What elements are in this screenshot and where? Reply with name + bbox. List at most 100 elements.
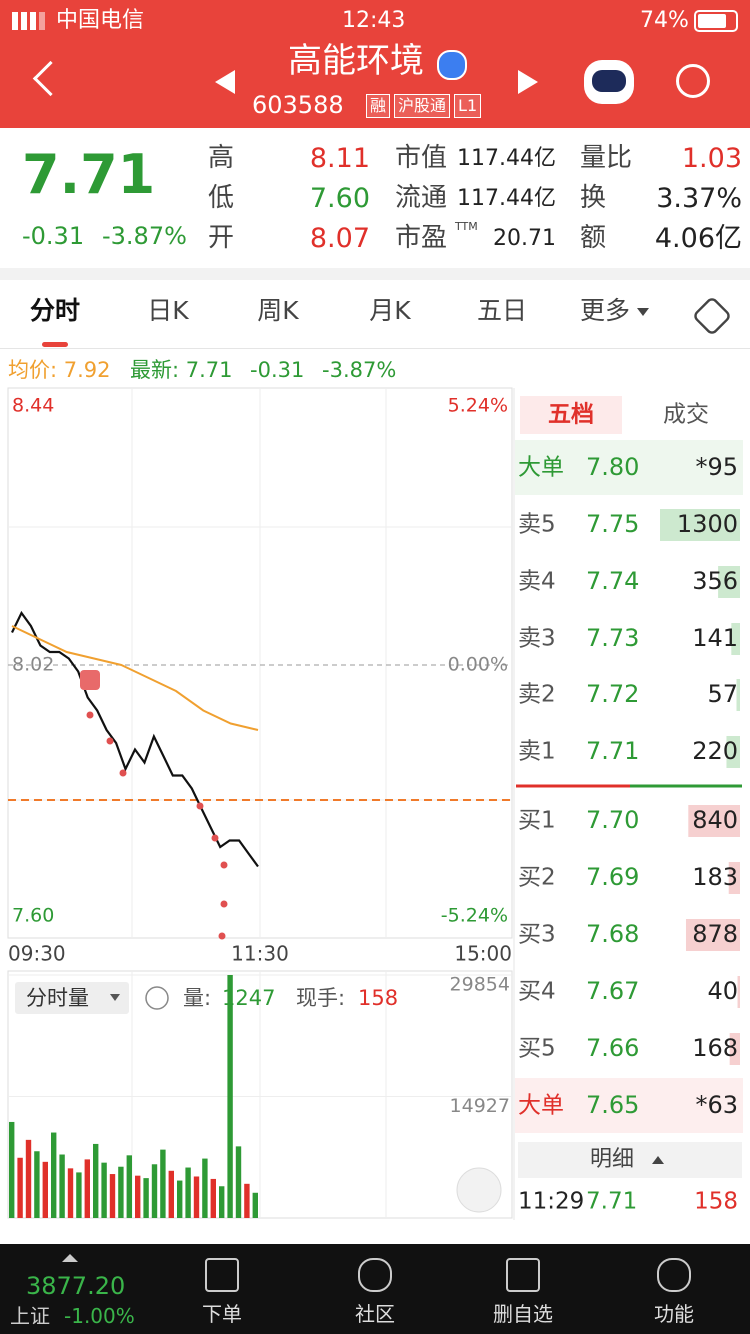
nav-icon[interactable] [506, 1258, 540, 1292]
tag: 融 [366, 94, 391, 118]
nav-icon[interactable] [657, 1258, 691, 1292]
book-volume: 1300 [677, 510, 738, 538]
volume-bar [143, 1178, 149, 1218]
volume-bar [126, 1155, 132, 1218]
volume-bar [210, 1178, 216, 1218]
signal [12, 12, 48, 30]
nav-icon[interactable] [358, 1258, 392, 1292]
detail-caret [652, 1156, 664, 1164]
volume-bar [244, 1183, 250, 1218]
stat-value: 117.44亿 [457, 146, 556, 171]
stat-label: 量比 [580, 143, 633, 173]
change: -0.31 [22, 222, 85, 250]
volume-bar [202, 1158, 208, 1218]
stat-label: 高 [208, 143, 235, 173]
volume-depth [688, 805, 740, 837]
book-tab: 五档 [548, 402, 594, 428]
book-price: 7.72 [586, 680, 639, 708]
robot-icon[interactable] [584, 60, 634, 104]
signal-dot [196, 802, 204, 810]
book-label: 买2 [518, 865, 556, 891]
book-label: 卖3 [518, 626, 556, 652]
stat-value: 3.37% [656, 183, 742, 214]
book-price: 7.70 [586, 806, 639, 834]
tab[interactable]: 日K [147, 296, 189, 325]
volume-bar [17, 1157, 23, 1218]
detail-header-bg [518, 1142, 742, 1178]
volume-title: 分时量 [26, 986, 89, 1010]
expand-button [456, 1167, 502, 1213]
nav-label[interactable]: 功能 [654, 1302, 694, 1326]
latest-change: -0.31 [250, 358, 305, 382]
volume-bar [252, 1192, 258, 1218]
series-line [11, 625, 259, 731]
book-label: 买4 [518, 979, 556, 1005]
detail-volume: 158 [694, 1189, 738, 1215]
volume-bar [168, 1170, 174, 1218]
book-volume: *63 [695, 1091, 738, 1119]
book-label: 大单 [518, 455, 564, 481]
stat-label: 低 [208, 183, 235, 213]
book-label: 买5 [518, 1036, 556, 1062]
volume-bar [101, 1162, 107, 1218]
stat-label: 开 [208, 223, 235, 253]
volume-bar [135, 1175, 141, 1218]
stat-value: 8.07 [309, 223, 370, 254]
volume-bar [9, 1121, 15, 1218]
volume-depth [726, 736, 740, 768]
nav-icon[interactable] [205, 1258, 239, 1292]
volume-bar [67, 1168, 74, 1218]
price: 7.71 [22, 143, 156, 206]
volume-depth [728, 862, 740, 894]
tab[interactable]: 月K [369, 296, 411, 325]
tab[interactable]: 周K [257, 296, 299, 325]
stat-label: 市盈 [395, 223, 448, 253]
index-value[interactable]: 3877.20 [26, 1272, 126, 1300]
tab[interactable]: 分时 [29, 296, 81, 325]
book-price: 7.67 [586, 977, 639, 1005]
book-price: 7.66 [586, 1034, 639, 1062]
tab[interactable]: 更多 [579, 296, 631, 325]
prev-stock[interactable] [215, 70, 235, 94]
nav-label[interactable]: 删自选 [493, 1302, 553, 1326]
book-volume: 840 [692, 806, 738, 834]
y-tick-label: 7.60 [12, 905, 54, 927]
signal-dot [220, 900, 228, 908]
detail-time: 11:29 [518, 1189, 584, 1215]
y2-tick-label: 5.24% [448, 395, 508, 417]
volume-bar [84, 1159, 90, 1218]
volume-bar [151, 1164, 158, 1218]
book-label: 大单 [518, 1093, 564, 1119]
index-change[interactable]: -1.00% [64, 1304, 135, 1328]
volume-bar [42, 1161, 48, 1218]
stat-label: 市值 [395, 143, 448, 173]
volume-bar [118, 1166, 124, 1218]
change-pct: -3.87% [102, 222, 187, 250]
index-name[interactable]: 上证 [10, 1304, 50, 1328]
tab[interactable]: 五日 [476, 296, 528, 325]
nav-label[interactable]: 下单 [202, 1302, 242, 1326]
detail-price: 7.71 [586, 1189, 637, 1215]
index-caret [62, 1254, 78, 1262]
selector-caret [110, 994, 120, 1001]
nav-label[interactable]: 社区 [355, 1302, 395, 1326]
book-label: 买1 [518, 808, 556, 834]
next-stock[interactable] [518, 70, 538, 94]
book-label: 卖2 [518, 682, 556, 708]
signal-dot [119, 769, 127, 777]
volume-tick-label: 14927 [450, 1095, 510, 1117]
hand-value: 158 [358, 986, 398, 1010]
search-icon[interactable] [676, 64, 710, 98]
volume-bar [235, 1146, 242, 1218]
volume-bar [93, 1143, 99, 1218]
volume-bar [193, 1176, 200, 1218]
book-tab: 成交 [663, 402, 709, 428]
book-volume: 220 [692, 737, 738, 765]
x-tick-label: 11:30 [231, 942, 289, 966]
bigorder-bg [515, 440, 743, 495]
book-label: 卖1 [518, 739, 556, 765]
book-price: 7.71 [586, 737, 639, 765]
latest-price: 最新: 7.71 [130, 358, 233, 382]
book-price: 7.80 [586, 453, 639, 481]
volume-depth [685, 919, 740, 951]
